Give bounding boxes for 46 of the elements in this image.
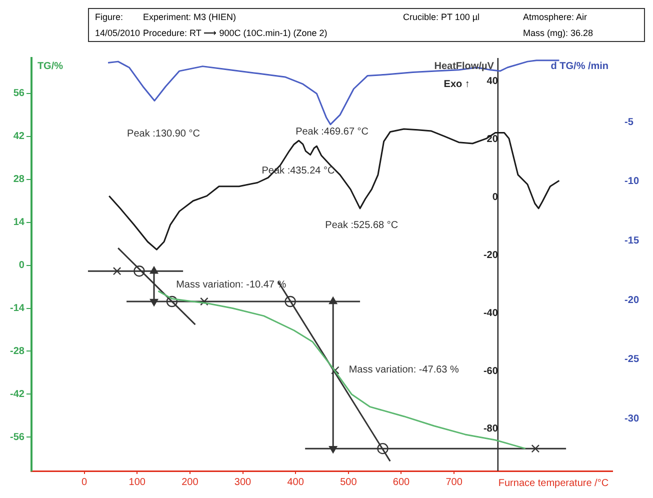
x-tick-label: 400 xyxy=(287,476,304,488)
text: Experiment: M3 (HIEN) xyxy=(143,11,238,23)
annotation: Peak :469.67 °C xyxy=(296,126,369,138)
x-tick-label: 0 xyxy=(82,476,88,488)
y-tick-label: -42 xyxy=(10,388,25,400)
text: Crucible: PT 100 µl xyxy=(403,11,481,23)
y2-tick-label: -20 xyxy=(483,250,498,261)
y-axis-title: TG/% xyxy=(37,60,64,72)
y-tick-label: 42 xyxy=(13,131,25,142)
y2-tick-label: -60 xyxy=(483,366,498,377)
y-tick-label: -56 xyxy=(10,432,25,443)
x-tick-label: 700 xyxy=(446,476,463,488)
y3-tick-label: -25 xyxy=(624,354,640,366)
y2-axis-title: HeatFlow/µV xyxy=(434,60,494,72)
y-tick-label: 56 xyxy=(13,88,25,100)
annotation: Exo ↑ xyxy=(444,78,470,90)
x-tick-label: 200 xyxy=(182,476,199,488)
annotation: Peak :525.68 °C xyxy=(325,220,398,232)
y2-tick-label: 40 xyxy=(486,76,498,87)
y-tick-label: 14 xyxy=(13,217,25,228)
y2-tick-label: 20 xyxy=(486,134,498,145)
text: Mass (mg): 36.28 xyxy=(523,27,594,39)
annotation: Peak :130.90 °C xyxy=(127,128,200,140)
text: Atmosphere: Air xyxy=(523,11,588,23)
x-tick-label: 100 xyxy=(128,476,146,488)
y-tick-label: -14 xyxy=(10,303,25,314)
y2-tick-label: 0 xyxy=(492,192,498,203)
y3-tick-label: -10 xyxy=(624,176,640,188)
annotation: Mass variation: -47.63 % xyxy=(348,364,460,376)
text: 14/05/2010 xyxy=(95,27,142,39)
y3-tick-label: -15 xyxy=(624,236,640,247)
x-tick-label: 300 xyxy=(234,476,252,488)
text: Procedure: RT ⟶ 900C (10C.min-1) (Zone 2) xyxy=(143,27,328,39)
y3-axis-title: d TG/% /min xyxy=(550,60,609,72)
y3-tick-label: -20 xyxy=(624,294,640,306)
y2-tick-label: -40 xyxy=(483,308,498,319)
y3-tick-label: -5 xyxy=(624,116,634,128)
x-tick-label: 600 xyxy=(392,476,410,488)
y-tick-label: 0 xyxy=(18,260,25,272)
text: Figure: xyxy=(95,11,124,23)
y2-tick-label: -80 xyxy=(483,424,498,435)
y-tick-label: 28 xyxy=(13,174,25,186)
y3-tick-label: -30 xyxy=(624,414,640,425)
x-tick-label: 500 xyxy=(340,476,358,488)
y-tick-label: -28 xyxy=(10,346,25,357)
x-axis-title: Furnace temperature /°C xyxy=(498,478,609,489)
